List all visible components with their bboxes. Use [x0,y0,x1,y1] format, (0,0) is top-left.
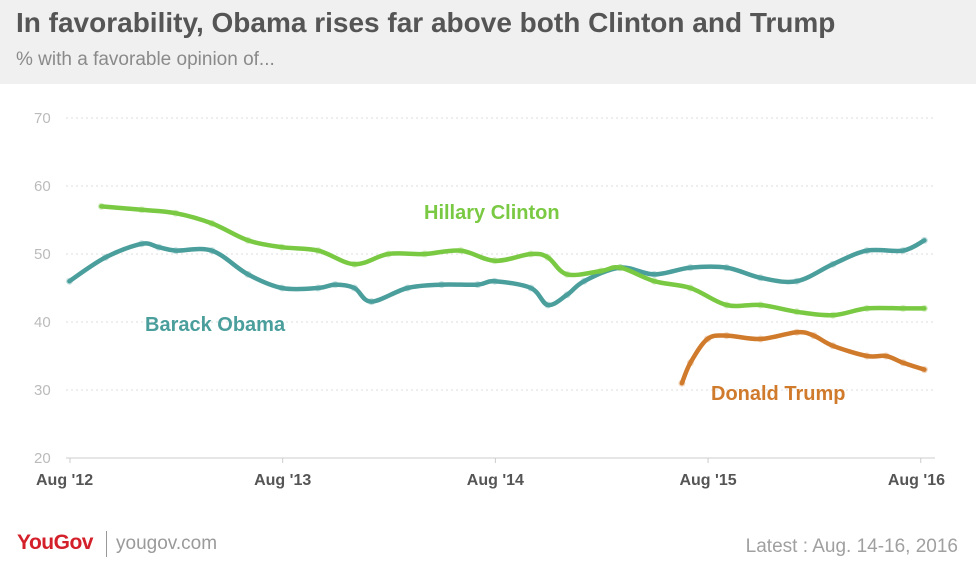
hillary-clinton-line [99,204,927,318]
barack-obama-line [67,238,927,308]
y-tick-label: 20 [34,450,51,467]
x-tick-label: Aug '16 [888,472,945,489]
y-tick-label: 60 [34,178,51,195]
x-tick-label: Aug '14 [467,472,524,489]
donald-trump-label: Donald Trump [711,383,845,405]
x-tick-label: Aug '15 [679,472,736,489]
donald-trump-line [679,329,927,386]
footer-url[interactable]: yougov.com [116,533,218,554]
favorability-chart: 20 30 40 50 60 70 Aug '12 Aug '13 Aug '14 Aug '15… [34,110,945,489]
chart-subtitle: % with a favorable opinion of... [16,49,275,70]
x-tick-label: Aug '13 [254,472,311,489]
chart-title: In favorability, Obama rises far above b… [16,7,836,38]
y-tick-label: 30 [34,382,51,399]
footer-divider [106,531,107,557]
y-tick-label: 40 [34,314,51,331]
x-tick-label: Aug '12 [36,472,93,489]
yougov-logo: YouGov [17,531,93,554]
barack-obama-label: Barack Obama [145,314,286,336]
hillary-clinton-label: Hillary Clinton [424,202,560,224]
chart-header: In favorability, Obama rises far above b… [0,0,976,84]
y-tick-label: 70 [34,110,51,127]
latest-date: Latest : Aug. 14-16, 2016 [745,536,958,557]
y-tick-label: 50 [34,246,51,263]
